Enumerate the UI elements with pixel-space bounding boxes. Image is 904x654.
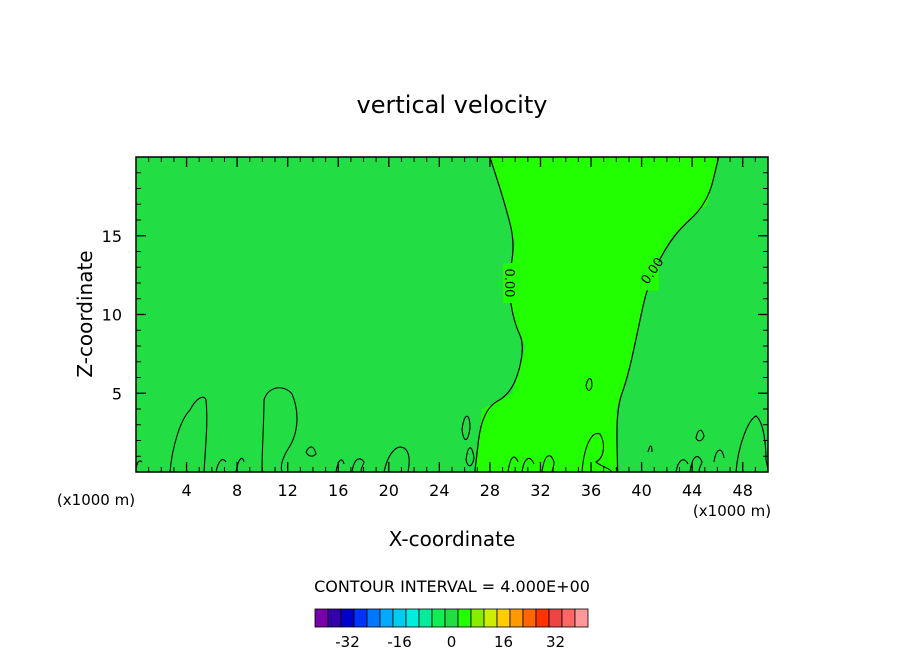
colorbar-swatch xyxy=(561,608,576,628)
y-axis-title: Z-coordinate xyxy=(73,250,97,377)
colorbar-swatch xyxy=(522,608,537,628)
x-tick-label: 48 xyxy=(733,481,753,500)
x-tick-label: 40 xyxy=(631,481,651,500)
y-tick-label: 5 xyxy=(112,384,122,403)
colorbar-swatch xyxy=(535,608,550,628)
x-tick-label: 32 xyxy=(530,481,550,500)
colorbar-swatch xyxy=(366,608,381,628)
y-tick-label: 10 xyxy=(102,306,122,325)
low-level-contours xyxy=(135,377,769,473)
x-tick-label: 12 xyxy=(278,481,298,500)
x-tick-label: 36 xyxy=(581,481,601,500)
x-tick-label: 4 xyxy=(181,481,191,500)
colorbar-tick-label: 32 xyxy=(546,633,565,651)
colorbar-swatch xyxy=(574,608,589,628)
colorbar-tick-label: 16 xyxy=(494,633,513,651)
colorbar-tick-label: -16 xyxy=(387,633,412,651)
colorbar-swatch xyxy=(496,608,511,628)
colorbar-tick-label: -32 xyxy=(335,633,360,651)
colorbar-swatch xyxy=(353,608,368,628)
x-tick-label: 24 xyxy=(429,481,449,500)
x-tick-label: 28 xyxy=(480,481,500,500)
x-axis-title: X-coordinate xyxy=(389,527,516,551)
colorbar-swatch xyxy=(392,608,407,628)
colorbar-swatch xyxy=(340,608,355,628)
colorbar-swatch xyxy=(548,608,563,628)
colorbar-swatch xyxy=(457,608,472,628)
x-unit-label-right: (x1000 m) xyxy=(693,502,771,520)
positive-region xyxy=(474,157,719,472)
colorbar-swatch xyxy=(327,608,342,628)
x-axis-ticks: 4 8 12 16 20 24 28 32 36 40 44 48 xyxy=(148,157,756,500)
colorbar-labels: -32 -16 0 16 32 xyxy=(335,633,565,651)
contour-label-bg xyxy=(644,250,659,291)
y-axis-ticks: 5 10 15 xyxy=(102,172,768,457)
contour-label: 0.00 xyxy=(501,269,516,298)
y-tick-label: 15 xyxy=(102,227,122,246)
colorbar-swatch xyxy=(431,608,446,628)
x-tick-label: 16 xyxy=(328,481,348,500)
colorbar-swatch xyxy=(405,608,420,628)
colorbar-swatch xyxy=(418,608,433,628)
x-tick-label: 20 xyxy=(379,481,399,500)
contour-interval-text: CONTOUR INTERVAL = 4.000E+00 xyxy=(314,577,590,596)
x-tick-label: 44 xyxy=(682,481,702,500)
colorbar-swatch xyxy=(483,608,498,628)
colorbar-swatch xyxy=(379,608,394,628)
x-unit-label-left: (x1000 m) xyxy=(57,491,135,509)
contour-label-bg xyxy=(503,263,518,303)
colorbar-tick-label: 0 xyxy=(447,633,457,651)
colorbar-swatch xyxy=(470,608,485,628)
colorbar-swatch xyxy=(314,608,329,628)
colorbar-swatch xyxy=(509,608,524,628)
x-tick-label: 8 xyxy=(232,481,242,500)
plot-area: 0.00 0.00 xyxy=(135,156,769,473)
colorbar xyxy=(314,608,589,628)
chart-title: vertical velocity xyxy=(357,91,548,119)
colorbar-swatch xyxy=(444,608,459,628)
